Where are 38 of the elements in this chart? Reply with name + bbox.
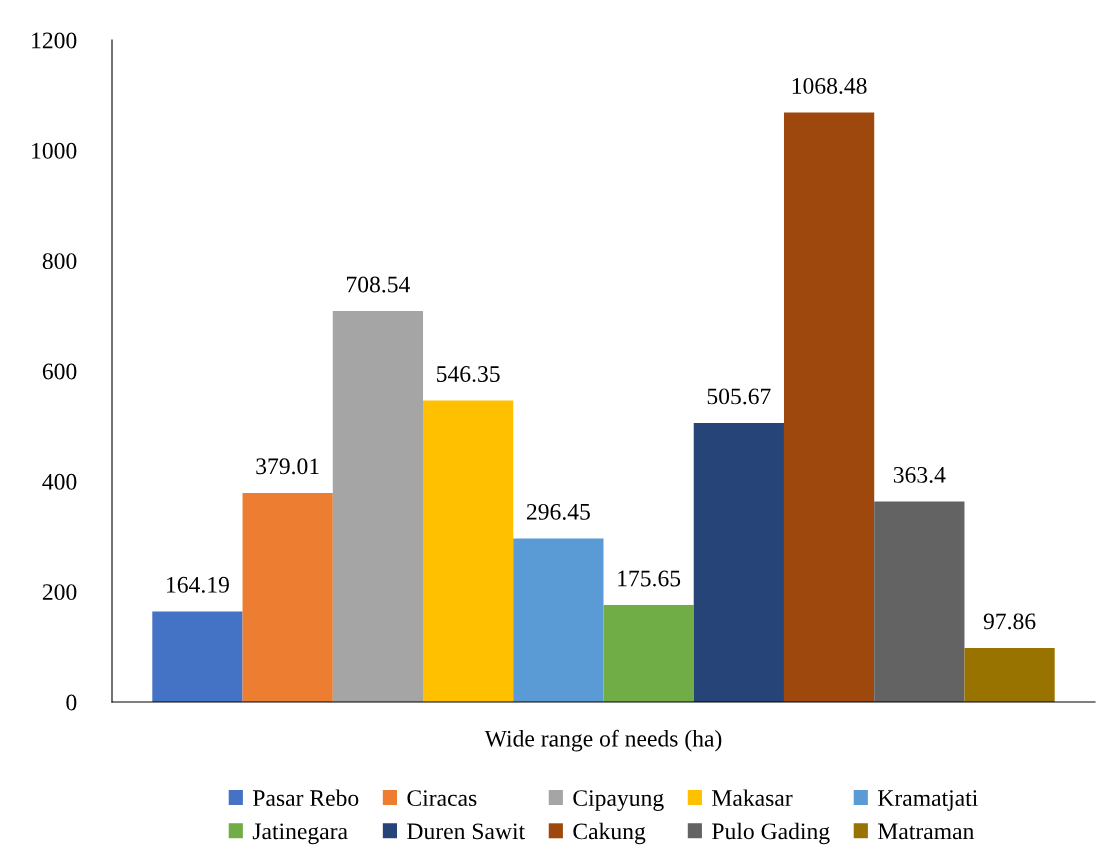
data-label: 1068.48 [792, 77, 867, 94]
y-tick-label: 200 [42, 584, 77, 601]
bar [332, 311, 424, 702]
legend-label: Pasar Rebo [253, 789, 359, 807]
data-label: 97.86 [983, 613, 1036, 630]
y-tick-label: 1000 [32, 142, 77, 159]
data-label: 164.19 [167, 576, 229, 593]
data-label: 379.01 [256, 458, 319, 475]
bar [603, 605, 694, 702]
data-label: 708.54 [346, 276, 410, 293]
legend-label: Matraman [878, 823, 974, 840]
legend-label: Ciracas [407, 790, 477, 807]
legend-label: Kramatjati [878, 790, 978, 811]
legend-label: Duren Sawit [407, 823, 525, 840]
legend-label: Pulo Gading [712, 822, 830, 845]
bar [964, 648, 1055, 702]
bar [423, 400, 514, 702]
legend-label: Jatinegara [252, 823, 348, 845]
bar [874, 501, 965, 702]
legend-label: Cakung [573, 822, 646, 845]
bar [693, 423, 784, 702]
y-tick-label: 1200 [32, 32, 77, 49]
data-label: 363.4 [893, 466, 946, 483]
legend-label: Makasar [712, 789, 793, 807]
data-label: 505.67 [707, 388, 771, 405]
y-tick-label: 800 [42, 253, 77, 270]
bar [513, 538, 604, 702]
bar [152, 611, 243, 702]
y-tick-label: 400 [42, 473, 77, 490]
data-label: 296.45 [526, 503, 590, 520]
legend-label: Cipayung [573, 790, 664, 811]
bar [242, 492, 333, 702]
data-label: 175.65 [618, 570, 681, 587]
y-tick-label: 0 [66, 694, 77, 711]
bar [783, 112, 875, 702]
y-tick-label: 600 [42, 363, 77, 380]
data-label: 546.35 [437, 366, 500, 383]
x-tick-label: Wide range of needs (ha) [484, 729, 722, 752]
